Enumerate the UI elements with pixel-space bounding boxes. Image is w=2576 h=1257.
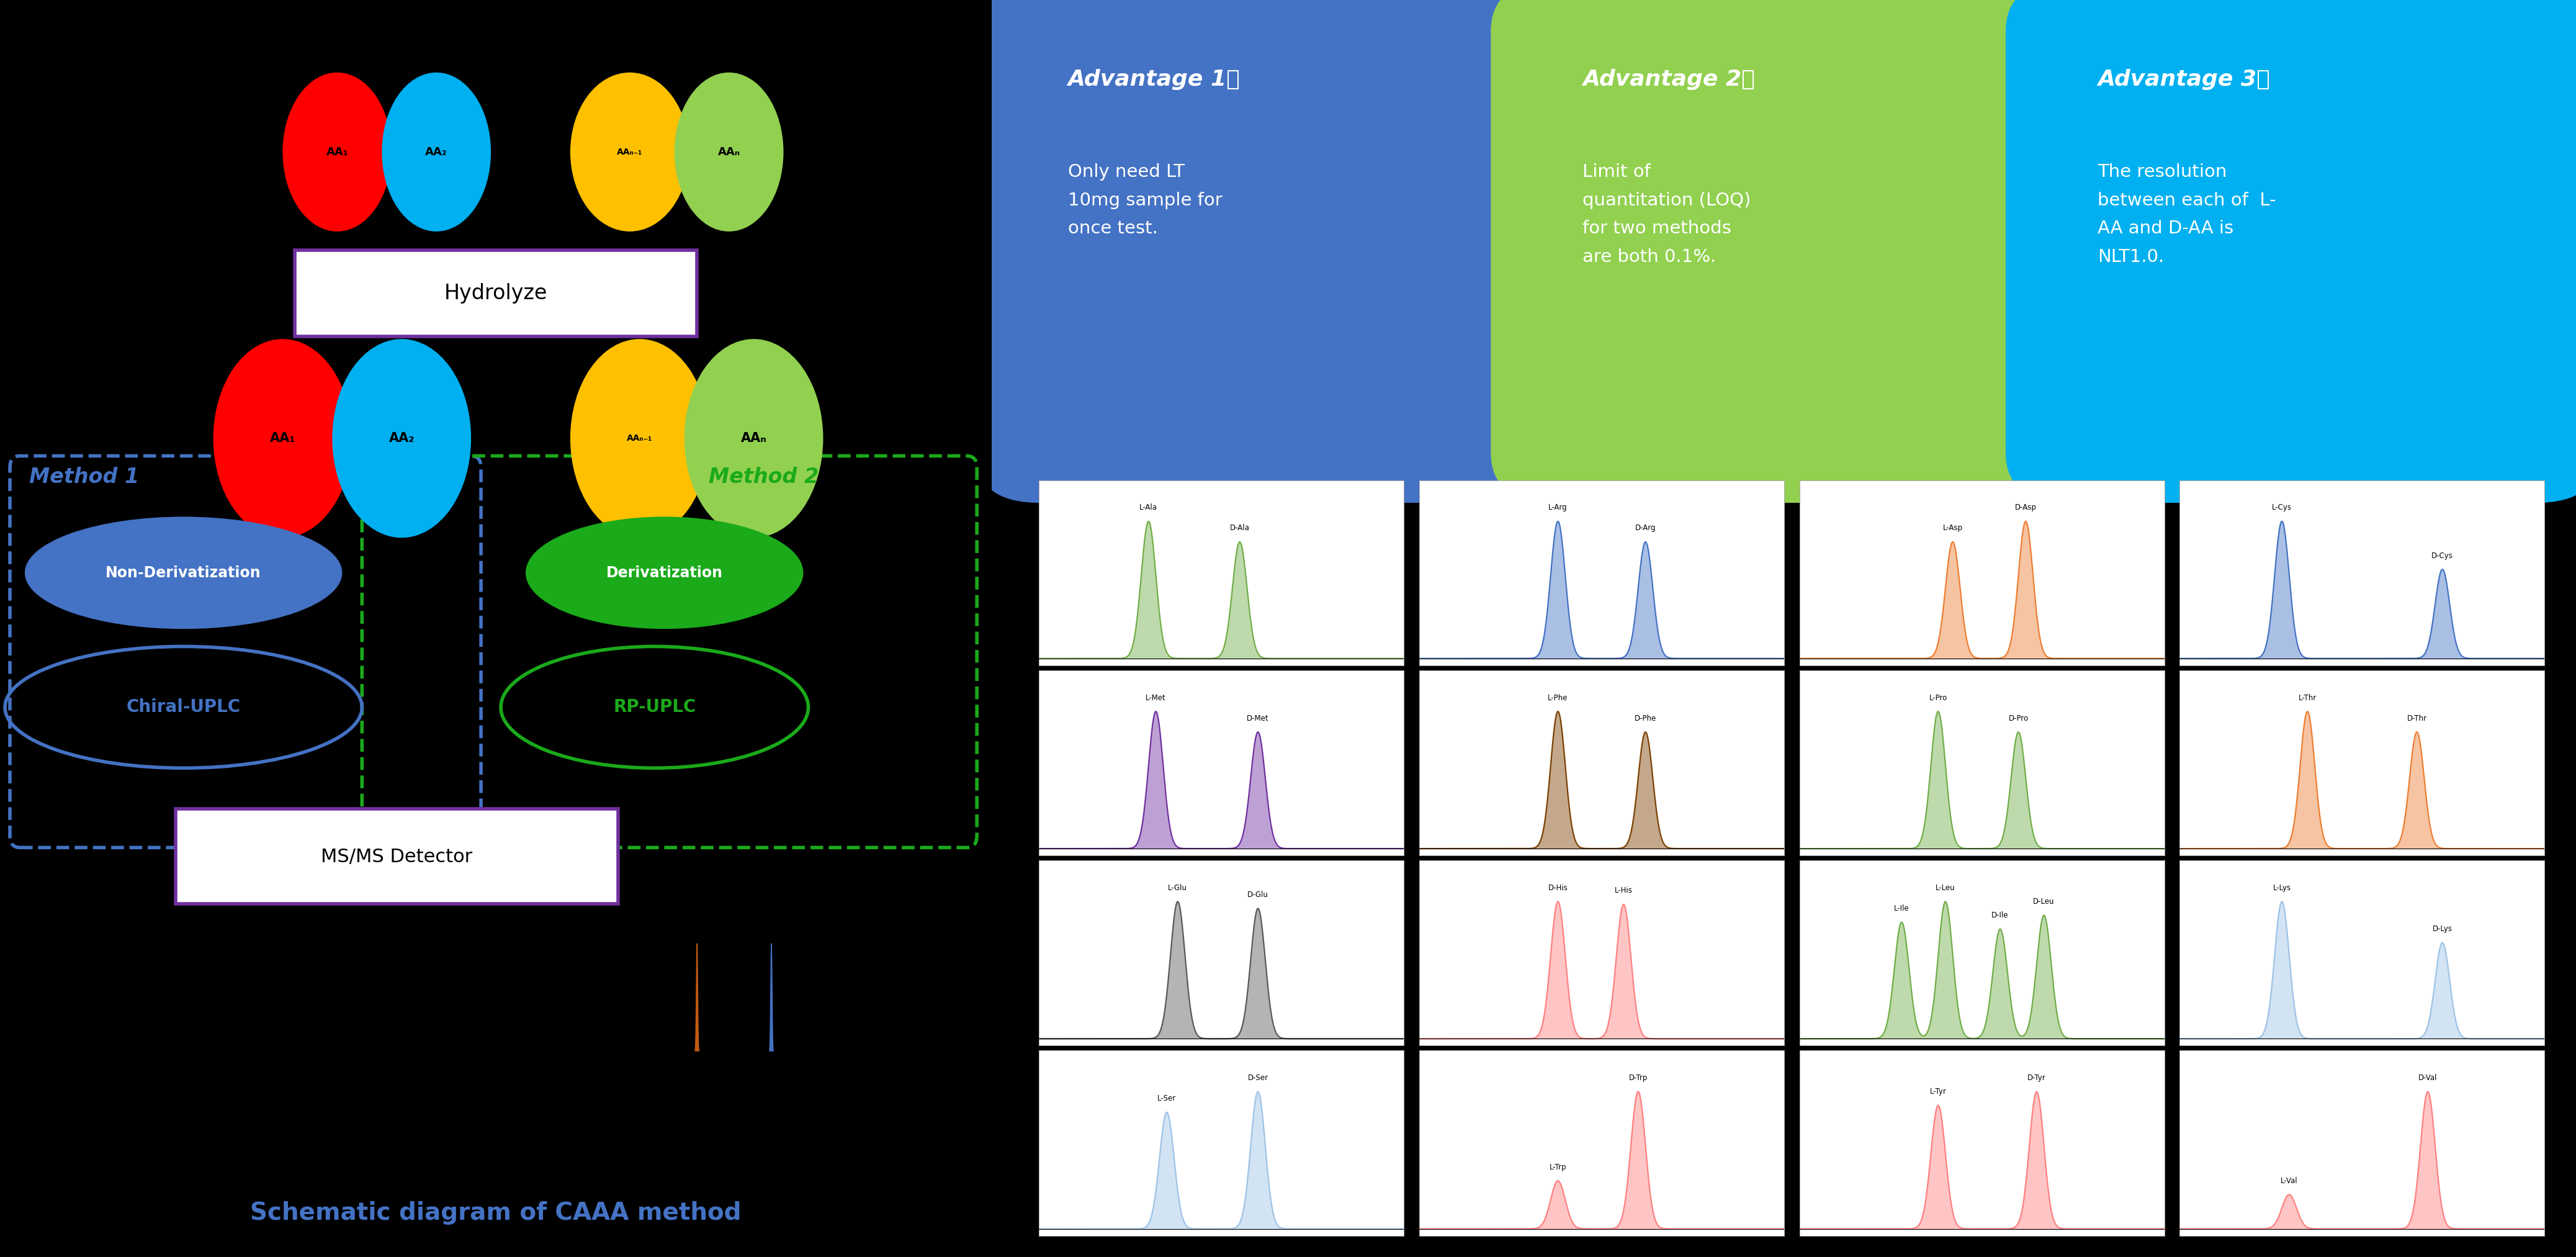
Text: Advantage 2：: Advantage 2： [1582, 69, 1754, 91]
Text: The resolution
between each of  L-
AA and D-AA is
NLT1.0.: The resolution between each of L- AA and… [2097, 163, 2277, 265]
Text: D-Cys: D-Cys [2432, 552, 2452, 559]
Text: -OH: -OH [793, 137, 827, 155]
Text: L-His: L-His [1615, 886, 1633, 895]
Text: MS/MS Detector: MS/MS Detector [322, 848, 471, 866]
Text: L-Phe: L-Phe [1548, 694, 1569, 701]
Text: D-Ser: D-Ser [1247, 1073, 1267, 1082]
Text: L-Thr: L-Thr [2298, 694, 2316, 701]
Text: Chiral-UPLC: Chiral-UPLC [126, 699, 240, 716]
Text: D-His: D-His [1548, 884, 1569, 892]
Text: L-Pro: L-Pro [1929, 694, 1947, 701]
Text: D-Pro: D-Pro [2009, 714, 2027, 723]
Text: AA₁: AA₁ [270, 432, 296, 445]
Ellipse shape [214, 339, 353, 538]
Ellipse shape [569, 339, 708, 538]
Text: D-Thr: D-Thr [2406, 714, 2427, 723]
Text: AAₙ₋₁: AAₙ₋₁ [618, 147, 641, 156]
Ellipse shape [675, 73, 783, 231]
Ellipse shape [283, 73, 392, 231]
Text: AA₂: AA₂ [425, 146, 448, 157]
Text: Schematic diagram of CAAA method: Schematic diagram of CAAA method [250, 1202, 742, 1224]
Text: D-Tyr: D-Tyr [2027, 1073, 2045, 1082]
Text: Advantage 1：: Advantage 1： [1069, 69, 1239, 91]
Text: D-Arg: D-Arg [1636, 524, 1656, 532]
Text: AAₙ₋₁: AAₙ₋₁ [626, 434, 652, 442]
Text: Only need LT
10mg sample for
once test.: Only need LT 10mg sample for once test. [1069, 163, 1221, 238]
Text: D-Trp: D-Trp [1628, 1073, 1649, 1082]
Text: L-Tyr: L-Tyr [1929, 1087, 1947, 1096]
Text: ···: ··· [520, 137, 538, 155]
Text: D-AA: D-AA [760, 913, 788, 923]
Text: ,: , [448, 447, 456, 469]
Ellipse shape [332, 339, 471, 538]
Text: D-Ala: D-Ala [1229, 524, 1249, 532]
Text: Non-Derivatization: Non-Derivatization [106, 566, 260, 581]
Text: Derivatization: Derivatization [605, 566, 724, 581]
Text: L-Asp: L-Asp [1942, 524, 1963, 532]
Ellipse shape [526, 517, 804, 628]
FancyBboxPatch shape [2007, 0, 2576, 503]
Text: D-Val: D-Val [2419, 1073, 2437, 1082]
Text: L-Val: L-Val [2280, 1177, 2298, 1185]
FancyBboxPatch shape [294, 250, 698, 337]
Text: RP-UPLC: RP-UPLC [613, 699, 696, 716]
Text: D-Leu: D-Leu [2032, 897, 2056, 905]
Text: D-Phe: D-Phe [1636, 714, 1656, 723]
FancyBboxPatch shape [976, 0, 1569, 503]
Text: L-Arg: L-Arg [1548, 504, 1566, 512]
Text: Advantage 3：: Advantage 3： [2097, 69, 2269, 91]
Text: L-Trp: L-Trp [1548, 1163, 1566, 1172]
Text: Method 2: Method 2 [708, 466, 819, 488]
Ellipse shape [685, 339, 824, 538]
Text: D-Met: D-Met [1247, 714, 1270, 723]
Text: L-Met: L-Met [1146, 694, 1167, 701]
Text: AAₙ: AAₙ [719, 146, 739, 157]
Text: AAₙ: AAₙ [742, 432, 768, 445]
Text: L-Leu: L-Leu [1935, 884, 1955, 892]
Text: Limit of
quantitation (LOQ)
for two methods
are both 0.1%.: Limit of quantitation (LOQ) for two meth… [1582, 163, 1752, 265]
Text: L-Ile: L-Ile [1893, 905, 1909, 913]
Text: D-Glu: D-Glu [1247, 891, 1267, 899]
FancyBboxPatch shape [1492, 0, 2084, 503]
Text: ⋯ ,: ⋯ , [507, 445, 544, 466]
Ellipse shape [569, 73, 690, 231]
FancyBboxPatch shape [175, 810, 618, 904]
Text: L-Cys: L-Cys [2272, 504, 2293, 512]
Text: Hydrolyze: Hydrolyze [443, 283, 549, 304]
Text: D-Lys: D-Lys [2432, 925, 2452, 933]
Text: L-Glu: L-Glu [1167, 884, 1188, 892]
Text: L-Ser: L-Ser [1157, 1095, 1177, 1102]
Text: AA₁: AA₁ [327, 146, 348, 157]
Text: D-Ile: D-Ile [1991, 911, 2009, 919]
Text: NH2-: NH2- [149, 137, 193, 155]
Text: AA₂: AA₂ [389, 432, 415, 445]
Text: L-Lys: L-Lys [2272, 884, 2290, 892]
Text: L-AA: L-AA [683, 913, 706, 923]
Ellipse shape [381, 73, 492, 231]
Text: Method 1: Method 1 [28, 466, 139, 488]
Ellipse shape [26, 517, 343, 628]
Text: D-Asp: D-Asp [2014, 504, 2038, 512]
Text: L-Ala: L-Ala [1139, 504, 1157, 512]
